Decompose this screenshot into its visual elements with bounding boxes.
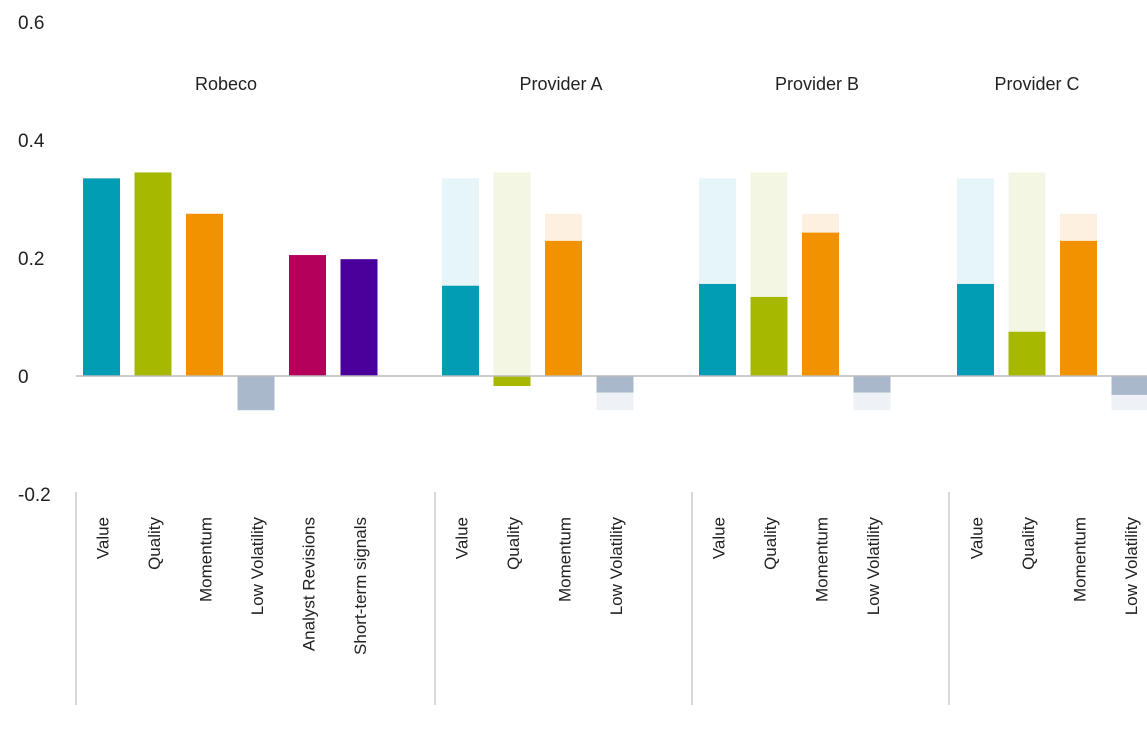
bar-robeco-short-term-signals (340, 259, 378, 376)
bar-provider-b-momentum (802, 232, 839, 376)
bar-provider-c-value (957, 283, 994, 376)
category-label: Momentum (813, 517, 832, 602)
y-axis-tick-labels: 0.6 0.4 0.2 0 -0.2 (18, 13, 51, 506)
bar-robeco-low-volatility (237, 376, 275, 411)
bar-provider-a-momentum (545, 240, 582, 376)
bars (83, 172, 1147, 411)
category-label: Value (453, 517, 472, 559)
category-label: Momentum (556, 517, 575, 602)
bar-provider-a-quality (493, 376, 531, 387)
bar-robeco-value (83, 178, 120, 376)
category-label: Low Volatility (248, 517, 267, 616)
group-labels: Robeco Provider A Provider B Provider C (195, 74, 1080, 94)
category-label: Quality (1019, 517, 1038, 570)
bar-robeco-quality (134, 172, 172, 376)
category-label: Value (710, 517, 729, 559)
y-tick-label: 0 (18, 367, 29, 388)
group-label-provider-a: Provider A (519, 74, 602, 94)
y-tick-label: 0.6 (18, 13, 44, 34)
category-label: Low Volatility (1122, 517, 1141, 616)
category-label: Quality (504, 517, 523, 570)
group-label-provider-c: Provider C (994, 74, 1079, 94)
category-label: Value (968, 517, 987, 559)
bar-provider-a-value (442, 285, 479, 376)
bar-provider-c-momentum (1060, 240, 1097, 376)
category-label: Short-term signals (351, 517, 370, 655)
category-label: Momentum (1071, 517, 1090, 602)
category-label: Analyst Revisions (300, 517, 319, 651)
group-separators (75, 492, 950, 705)
bar-provider-b-low-volatility (853, 376, 891, 393)
category-label: Low Volatility (864, 517, 883, 616)
group-label-provider-b: Provider B (775, 74, 859, 94)
category-label: Low Volatility (607, 517, 626, 616)
y-tick-label: 0.2 (18, 249, 44, 270)
bar-provider-c-low-volatility (1111, 376, 1147, 395)
bar-robeco-momentum (186, 213, 223, 376)
bar-provider-c-quality (1008, 331, 1046, 376)
bar-robeco-analyst-revisions (289, 255, 326, 376)
reference-bar-provider-a-quality (493, 172, 531, 376)
y-tick-label: 0.4 (18, 131, 45, 152)
group-label-robeco: Robeco (195, 74, 257, 94)
bar-provider-a-low-volatility (596, 376, 634, 393)
category-label: Quality (761, 517, 780, 570)
y-tick-label: -0.2 (18, 485, 51, 506)
category-label: Momentum (197, 517, 216, 602)
bar-provider-b-value (699, 283, 736, 376)
category-label: Quality (145, 517, 164, 570)
category-labels: Value Quality Momentum Low Volatility Analys… (94, 517, 1142, 655)
category-label: Value (94, 517, 113, 559)
bar-provider-b-quality (750, 296, 788, 376)
